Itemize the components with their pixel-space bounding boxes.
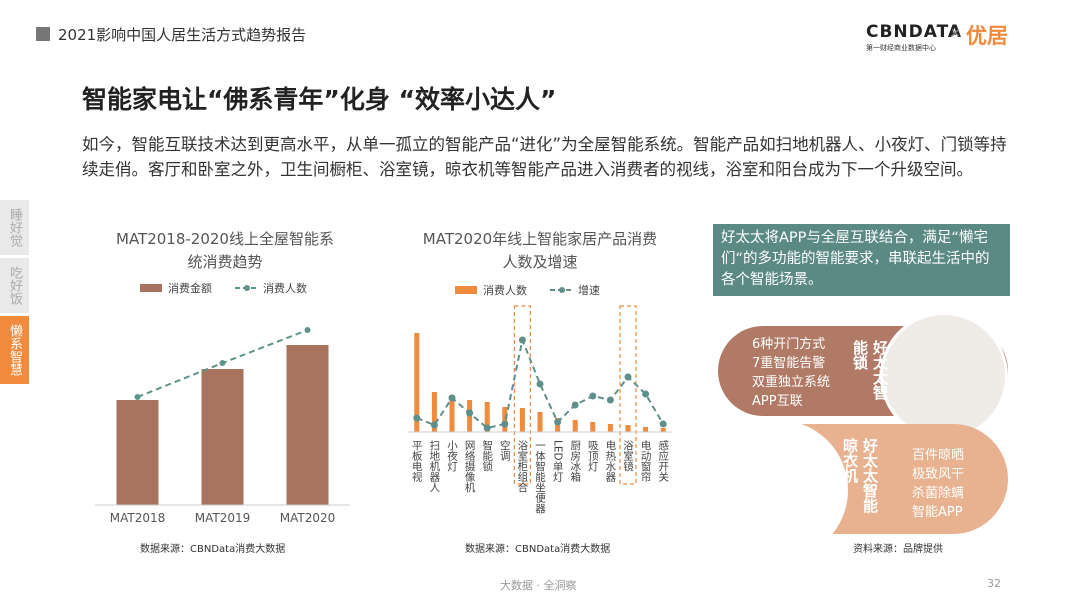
chart-title: MAT2018-2020线上全屋智能系统消费趋势	[116, 230, 334, 271]
x-tick-label: 空调	[498, 440, 511, 461]
bar	[449, 395, 455, 432]
bar	[431, 392, 437, 432]
point	[304, 327, 311, 333]
legend-swatch	[455, 286, 477, 294]
x-tick-label: 电动窗帘	[639, 440, 652, 482]
x-tick-label: 厨房冰箱	[569, 440, 582, 482]
point	[554, 418, 562, 426]
side-tabs: 睡好觉吃好饭懒系智慧	[0, 200, 29, 387]
header-title: 2021影响中国人居生活方式趋势报告	[58, 26, 307, 44]
bar	[537, 412, 543, 432]
x-tick-label: 智能锁	[481, 440, 494, 472]
footer: 大数据 · 全洞察	[500, 579, 577, 592]
bar	[590, 422, 596, 432]
feature: 百件晾晒	[912, 448, 965, 463]
point	[589, 392, 597, 400]
logo: CBNDATA	[866, 22, 963, 42]
x-tick-label: 电热水器	[604, 440, 617, 482]
x-tick-label: 扫地机器人	[428, 440, 441, 493]
point	[430, 421, 438, 429]
product-name: 好太太智能晾衣机	[841, 438, 879, 513]
bar	[414, 333, 420, 432]
legend-label: 消费人数	[483, 283, 527, 297]
page-number: 32	[987, 577, 1001, 590]
source: 数据来源：CBNData消费大数据	[140, 544, 286, 555]
feature: 极致风干	[912, 467, 965, 482]
point	[413, 414, 421, 422]
product-name: 好太太智能锁	[851, 340, 889, 400]
point	[606, 396, 614, 404]
point	[624, 373, 632, 381]
feature: 6种开门方式	[752, 337, 826, 352]
point	[501, 420, 509, 428]
point	[518, 336, 526, 344]
x-tick-label: MAT2018	[110, 511, 166, 525]
feature-list: 6种开门方式 7重智能告警 双重独立系统 APP互联	[742, 335, 830, 411]
bar	[484, 402, 490, 432]
feature: 智能APP	[912, 505, 963, 520]
x-tick-label: 平板电视	[410, 440, 423, 482]
x-tick-label: MAT2020	[280, 511, 336, 525]
legend-swatch	[559, 287, 565, 293]
bar	[607, 424, 613, 432]
legend-label: 消费人数	[263, 281, 307, 295]
bar	[502, 407, 508, 432]
side-tab: 吃好饭	[0, 258, 29, 313]
side-tab: 睡好觉	[0, 200, 29, 255]
bar	[116, 400, 159, 505]
logo-x: ×	[950, 26, 961, 41]
feature-list: 百件晾晒极致风干杀菌除螨智能APP	[912, 446, 964, 522]
feature: 杀菌除螨	[912, 486, 965, 501]
legend-swatch	[140, 284, 162, 292]
body-text: 如今，智能互联技术达到更高水平，从单一孤立的智能产品“进化”为全屋智能系统。智能…	[82, 135, 1007, 179]
feature: 7重智能告警	[752, 356, 826, 371]
point	[134, 394, 141, 400]
feature: APP互联	[752, 394, 803, 409]
chart-title: MAT2020年线上智能家居产品消费人数及增速	[422, 230, 658, 271]
bar	[519, 408, 525, 432]
source: 数据来源：CBNData消费大数据	[465, 544, 611, 555]
bar	[201, 369, 244, 505]
point	[483, 424, 491, 432]
callout: 好太太将APP与全屋互联结合，满足“懒宅们“的多功能的智能要求，串联起生活中的各…	[713, 224, 1010, 296]
point	[642, 390, 650, 398]
bar	[643, 427, 649, 432]
x-tick-label: 吸顶灯	[586, 440, 599, 472]
bar	[660, 428, 666, 432]
point	[448, 394, 456, 402]
side-tab: 懒系智慧	[0, 316, 29, 384]
line	[416, 336, 665, 430]
product-image	[708, 420, 848, 560]
legend-swatch	[244, 285, 250, 291]
point	[466, 409, 474, 417]
x-tick-label: 小夜灯	[446, 440, 458, 472]
highlight-box	[513, 305, 532, 485]
feature: 双重独立系统	[752, 375, 831, 390]
product-image	[880, 312, 1008, 440]
point	[659, 420, 667, 428]
x-tick-label: 一体智能坐便器	[534, 440, 546, 514]
x-tick-label: 浴室柜组合	[516, 440, 529, 493]
bar	[572, 420, 578, 432]
header-mark	[36, 27, 50, 41]
source: 资料来源：品牌提供	[853, 544, 943, 555]
point	[219, 360, 226, 366]
point	[571, 401, 579, 409]
bar	[625, 425, 631, 432]
legend-label: 消费金额	[168, 281, 212, 295]
logo-sub: 第一财经商业数据中心	[866, 44, 936, 52]
x-tick-label: MAT2019	[195, 511, 251, 525]
legend-label: 增速	[578, 283, 600, 297]
bar	[286, 345, 329, 505]
highlight-box	[619, 305, 637, 485]
x-tick-label: 浴室镜	[622, 440, 634, 472]
x-tick-label: LED单灯	[551, 440, 564, 482]
x-tick-label: 感应开关	[657, 440, 670, 482]
slide-title: 智能家电让“佛系青年”化身 “效率小达人”	[82, 85, 557, 114]
point	[536, 380, 544, 388]
logo-partner: 优居	[966, 24, 1008, 48]
x-tick-label: 网络摄像机	[463, 440, 476, 493]
